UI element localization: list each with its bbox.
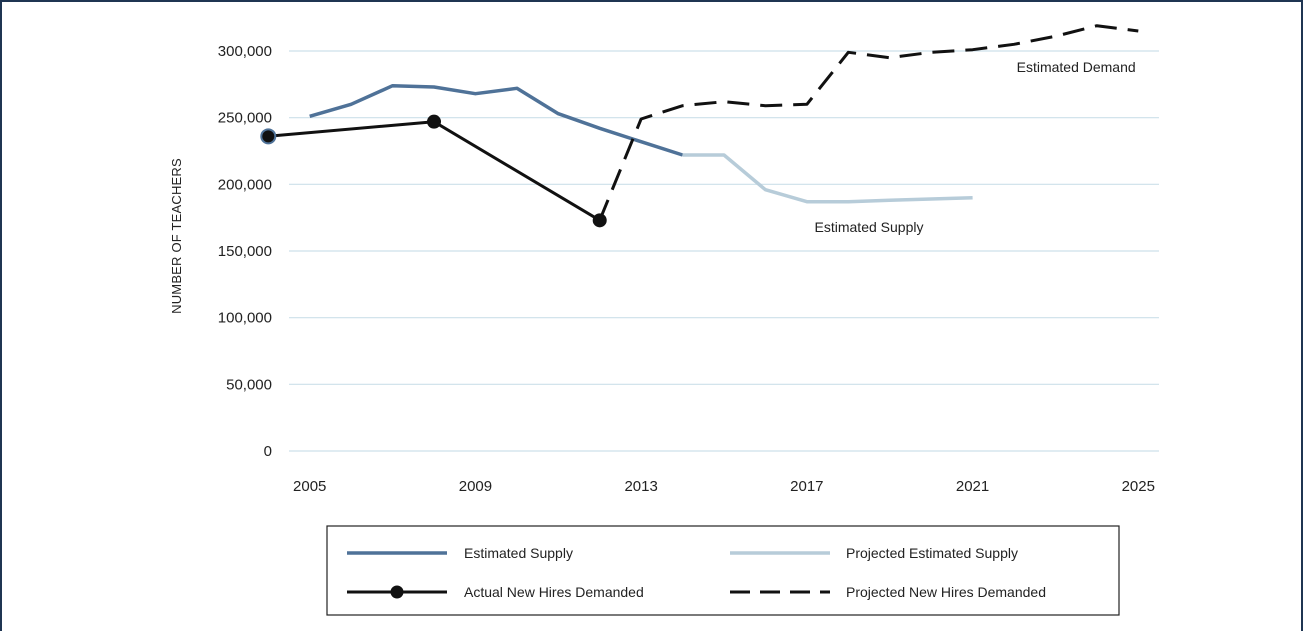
data-point-marker — [592, 213, 607, 228]
y-tick-label: 200,000 — [218, 176, 272, 193]
x-tick-label: 2009 — [459, 478, 492, 495]
series-line-actual-hires — [268, 120, 601, 222]
data-point-marker — [260, 128, 277, 145]
series-line-estimated-supply — [309, 83, 684, 157]
legend: Estimated Supply Projected Estimated Sup… — [326, 525, 1120, 616]
annotation-estimated-demand: Estimated Demand — [1017, 59, 1136, 75]
y-axis-ticks: 0 50,000 100,000 150,000 200,000 250,000 300,0… — [218, 43, 272, 460]
x-tick-label: 2021 — [956, 478, 989, 495]
series-line-projected-hires — [598, 24, 1139, 221]
annotations: Estimated Demand Estimated Supply — [815, 59, 1136, 235]
y-axis-title: NUMBER OF TEACHERS — [169, 158, 184, 314]
y-tick-label: 50,000 — [226, 376, 272, 393]
legend-label-estimated-supply: Estimated Supply — [464, 545, 573, 561]
x-tick-label: 2017 — [790, 478, 823, 495]
series-markers — [260, 114, 607, 228]
legend-label-projected-supply: Projected Estimated Supply — [846, 545, 1018, 561]
x-tick-label: 2025 — [1122, 478, 1155, 495]
data-point-marker — [427, 114, 441, 129]
legend-box — [326, 525, 1120, 616]
x-tick-label: 2005 — [293, 478, 326, 495]
x-axis-ticks: 2005 2009 2013 2017 2021 2025 — [293, 478, 1155, 495]
y-tick-label: 250,000 — [218, 110, 272, 127]
gridlines — [289, 50, 1159, 452]
y-tick-label: 100,000 — [218, 310, 272, 327]
series-lines — [268, 24, 1139, 222]
y-tick-label: 0 — [264, 443, 272, 460]
y-tick-label: 150,000 — [218, 243, 272, 260]
legend-label-projected-hires: Projected New Hires Demanded — [846, 584, 1046, 600]
legend-marker-actual-hires — [390, 585, 404, 599]
annotation-estimated-supply: Estimated Supply — [815, 219, 924, 235]
y-tick-label: 300,000 — [218, 43, 272, 60]
series-line-projected-supply — [682, 153, 973, 204]
legend-label-actual-hires: Actual New Hires Demanded — [464, 584, 644, 600]
x-tick-label: 2013 — [624, 478, 657, 495]
